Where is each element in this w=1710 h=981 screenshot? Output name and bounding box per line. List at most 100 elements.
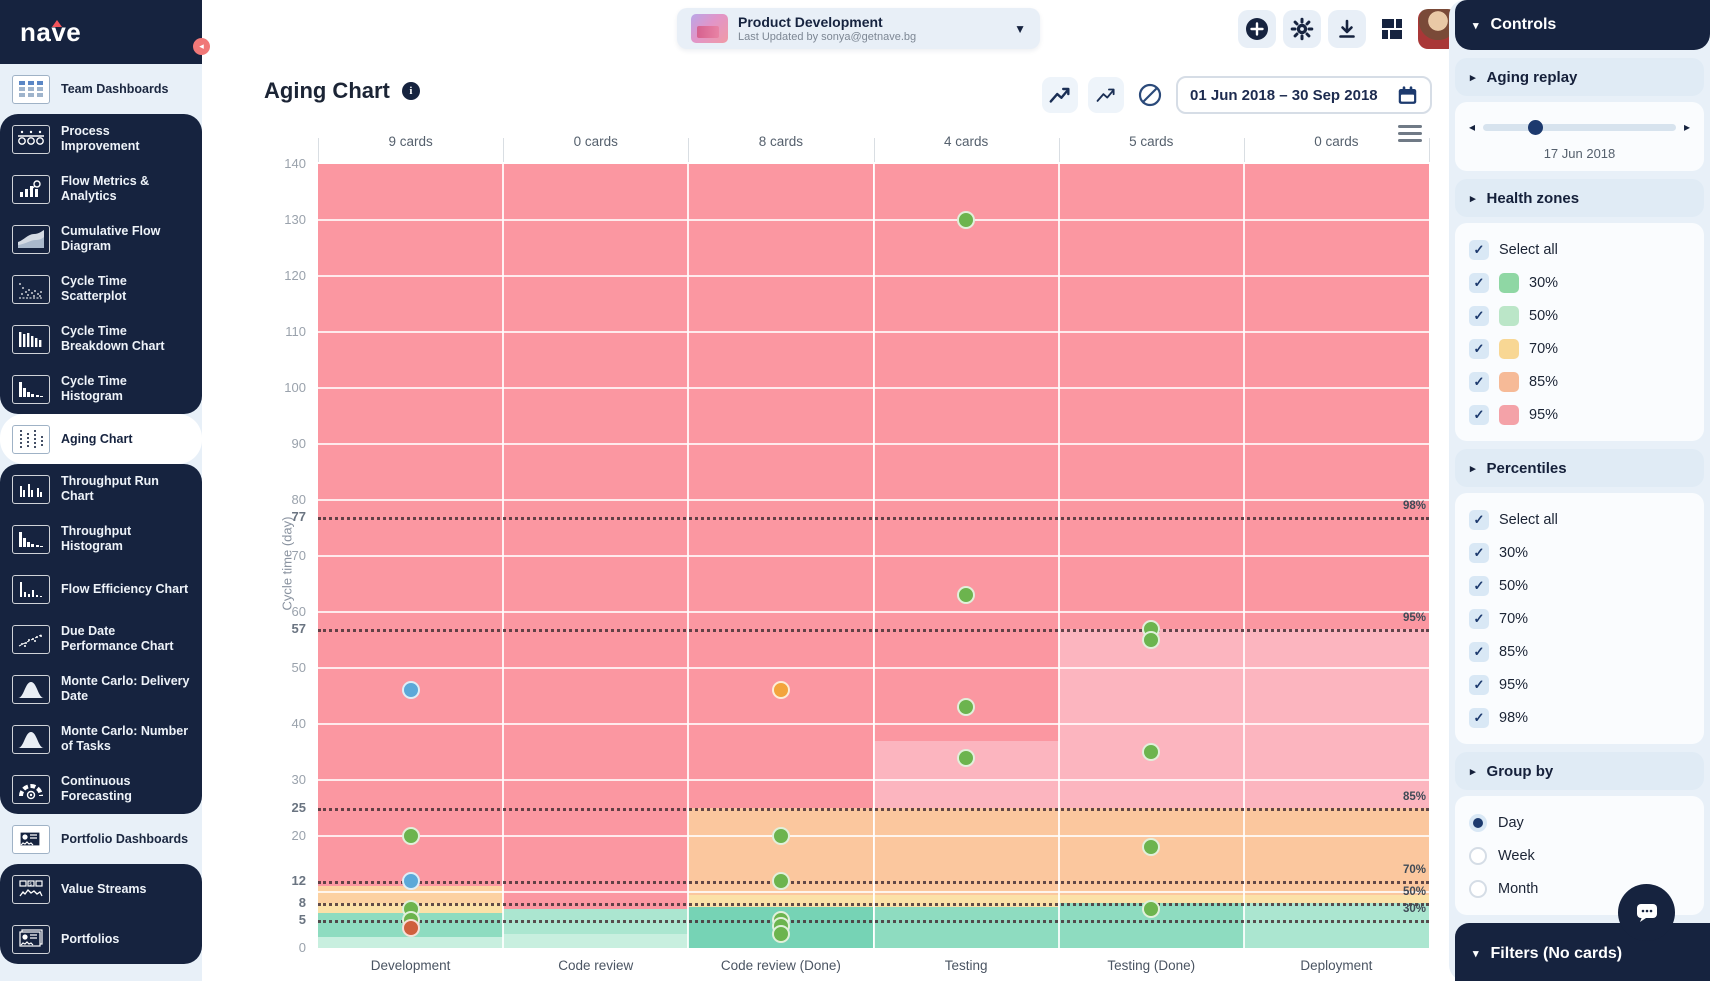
percentile-option-98%[interactable]: ✓98%	[1469, 701, 1690, 734]
group-by-option-day[interactable]: Day	[1469, 806, 1690, 839]
sidebar-item-cycle-time-scatterplot[interactable]: Cycle Time Scatterplot	[0, 264, 202, 314]
checkbox-checked-icon[interactable]: ✓	[1469, 642, 1489, 662]
percentiles-select-all[interactable]: ✓Select all	[1469, 503, 1690, 536]
section-aging-replay[interactable]: ▸ Aging replay	[1455, 58, 1704, 96]
date-range-picker[interactable]: 01 Jun 2018 – 30 Sep 2018	[1176, 76, 1432, 114]
clear-button[interactable]	[1134, 77, 1166, 113]
radio-icon[interactable]	[1469, 880, 1487, 898]
apps-button[interactable]	[1373, 10, 1411, 48]
health-zone-option-30%[interactable]: ✓30%	[1469, 266, 1690, 299]
health-zones-select-all[interactable]: ✓Select all	[1469, 233, 1690, 266]
sidebar-item-continuous-forecasting[interactable]: Continuous Forecasting	[0, 764, 202, 814]
checkbox-checked-icon[interactable]: ✓	[1469, 510, 1489, 530]
checkbox-checked-icon[interactable]: ✓	[1469, 675, 1489, 695]
health-zone-segment	[1244, 164, 1429, 629]
checkbox-checked-icon[interactable]: ✓	[1469, 339, 1489, 359]
slider-thumb[interactable]	[1528, 120, 1543, 135]
section-group-by[interactable]: ▸ Group by	[1455, 752, 1704, 790]
sidebar-item-throughput-run-chart[interactable]: Throughput Run Chart	[0, 464, 202, 514]
checkbox-checked-icon[interactable]: ✓	[1469, 708, 1489, 728]
sidebar-item-flow-efficiency-chart[interactable]: Flow Efficiency Chart	[0, 564, 202, 614]
percentile-option-50%[interactable]: ✓50%	[1469, 569, 1690, 602]
chart-menu-button[interactable]	[1398, 125, 1422, 146]
data-point[interactable]	[772, 827, 790, 845]
chat-button[interactable]	[1618, 884, 1675, 941]
y-axis-tick: 70	[246, 548, 306, 563]
slider-next-button[interactable]: ▸	[1684, 120, 1690, 134]
radio-icon[interactable]	[1469, 847, 1487, 865]
sidebar-item-value-streams[interactable]: $Value Streams	[0, 864, 202, 914]
sidebar-item-flow-metrics-analytics[interactable]: Flow Metrics & Analytics	[0, 164, 202, 214]
column-top-tick	[874, 138, 875, 162]
sidebar-item-cycle-time-breakdown-chart[interactable]: Cycle Time Breakdown Chart	[0, 314, 202, 364]
zone-color-swatch	[1499, 339, 1519, 359]
checkbox-checked-icon[interactable]: ✓	[1469, 306, 1489, 326]
sidebar-item-cumulative-flow-diagram[interactable]: Cumulative Flow Diagram	[0, 214, 202, 264]
sidebar-item-portfolio-dashboards[interactable]: Portfolio Dashboards	[0, 814, 202, 864]
checkbox-checked-icon[interactable]: ✓	[1469, 576, 1489, 596]
sidebar-item-throughput-histogram[interactable]: Throughput Histogram	[0, 514, 202, 564]
sidebar-item-monte-carlo-delivery-date[interactable]: Monte Carlo: Delivery Date	[0, 664, 202, 714]
data-point[interactable]	[402, 681, 420, 699]
percentile-option-30%[interactable]: ✓30%	[1469, 536, 1690, 569]
checkbox-checked-icon[interactable]: ✓	[1469, 405, 1489, 425]
histogram-icon	[12, 525, 50, 554]
percentile-option-70%[interactable]: ✓70%	[1469, 602, 1690, 635]
data-point[interactable]	[772, 925, 790, 943]
slider-prev-button[interactable]: ◂	[1469, 120, 1475, 134]
y-axis-title: Cycle time (day)	[279, 517, 294, 611]
scatterplot-icon	[12, 275, 50, 304]
sidebar-collapse-button[interactable]: ◂	[193, 38, 210, 55]
download-icon	[1336, 18, 1358, 40]
sidebar-item-portfolios[interactable]: Portfolios	[0, 914, 202, 964]
filters-header[interactable]: ▾ Filters (No cards)	[1455, 923, 1710, 981]
aging-replay-slider[interactable]	[1483, 124, 1676, 131]
histogram-icon	[12, 375, 50, 404]
radio-selected-icon[interactable]	[1469, 814, 1487, 832]
health-zone-option-95%[interactable]: ✓95%	[1469, 398, 1690, 431]
section-health-zones[interactable]: ▸ Health zones	[1455, 179, 1704, 217]
trend-toggle-button[interactable]	[1042, 77, 1078, 113]
y-axis-tick: 20	[246, 828, 306, 843]
data-point[interactable]	[402, 827, 420, 845]
section-percentiles[interactable]: ▸ Percentiles	[1455, 449, 1704, 487]
health-zone-option-85%[interactable]: ✓85%	[1469, 365, 1690, 398]
sidebar-item-process-improvement[interactable]: Process Improvement	[0, 114, 202, 164]
data-point[interactable]	[957, 211, 975, 229]
data-point[interactable]	[1142, 900, 1160, 918]
column-top-tick	[318, 138, 319, 162]
data-point[interactable]	[772, 872, 790, 890]
checkbox-checked-icon[interactable]: ✓	[1469, 273, 1489, 293]
radio-label: Month	[1498, 881, 1538, 897]
gear-icon	[1290, 17, 1314, 41]
data-point[interactable]	[402, 872, 420, 890]
group-by-option-week[interactable]: Week	[1469, 839, 1690, 872]
settings-button[interactable]	[1283, 10, 1321, 48]
sidebar-item-due-date-performance-chart[interactable]: Due Date Performance Chart	[0, 614, 202, 664]
board-selector[interactable]: Product Development Last Updated by sony…	[677, 8, 1040, 49]
sidebar-item-team-dashboards[interactable]: Team Dashboards	[0, 64, 202, 114]
download-button[interactable]	[1328, 10, 1366, 48]
sidebar-item-monte-carlo-number-of-tasks[interactable]: Monte Carlo: Number of Tasks	[0, 714, 202, 764]
percentile-option-85%[interactable]: ✓85%	[1469, 635, 1690, 668]
controls-header[interactable]: ▾ Controls	[1455, 0, 1710, 50]
add-button[interactable]	[1238, 10, 1276, 48]
checkbox-checked-icon[interactable]: ✓	[1469, 543, 1489, 563]
health-zone-option-70%[interactable]: ✓70%	[1469, 332, 1690, 365]
health-zone-segment	[688, 164, 873, 808]
data-point[interactable]	[957, 749, 975, 767]
info-icon[interactable]: i	[402, 82, 420, 100]
column-top-tick	[688, 138, 689, 162]
sidebar-item-cycle-time-histogram[interactable]: Cycle Time Histogram	[0, 364, 202, 414]
checkbox-checked-icon[interactable]: ✓	[1469, 372, 1489, 392]
sidebar-item-aging-chart[interactable]: Aging Chart	[0, 414, 202, 464]
column-separator	[1243, 164, 1245, 948]
percentile-option-95%[interactable]: ✓95%	[1469, 668, 1690, 701]
top-action-buttons	[1238, 9, 1458, 49]
trend-secondary-button[interactable]	[1088, 77, 1124, 113]
data-point[interactable]	[402, 919, 420, 937]
checkbox-checked-icon[interactable]: ✓	[1469, 609, 1489, 629]
flow-metrics-icon	[12, 175, 50, 204]
health-zone-option-50%[interactable]: ✓50%	[1469, 299, 1690, 332]
checkbox-checked-icon[interactable]: ✓	[1469, 240, 1489, 260]
